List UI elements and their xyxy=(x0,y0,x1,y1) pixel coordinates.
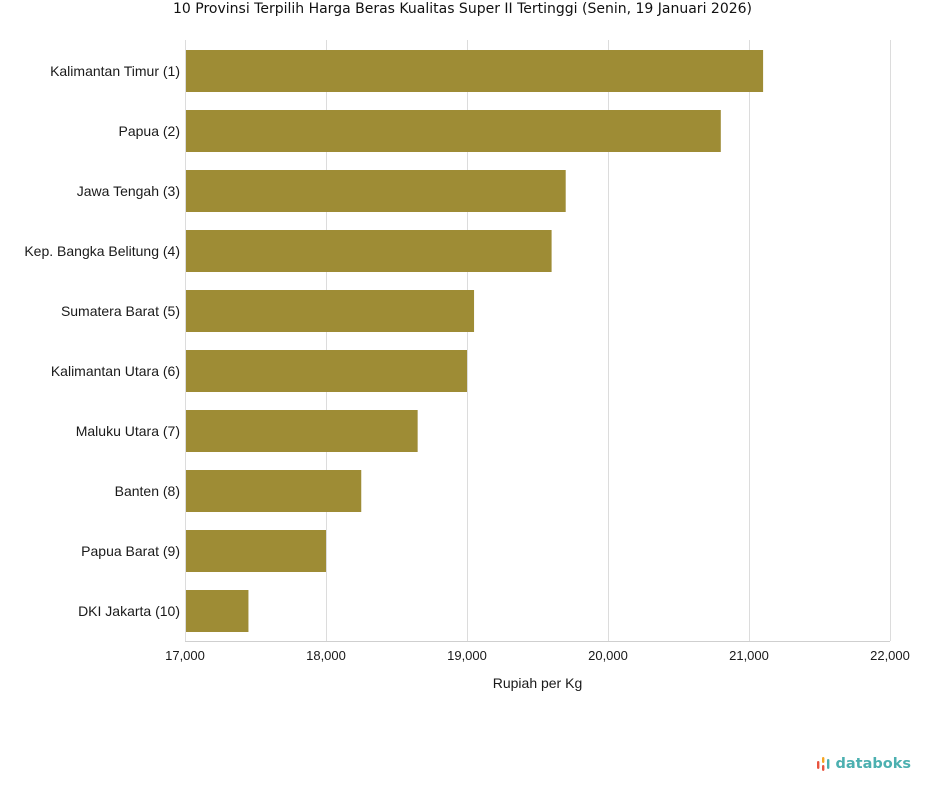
x-tick-label: 22,000 xyxy=(870,648,910,663)
bar xyxy=(186,590,249,632)
x-axis-label: Rupiah per Kg xyxy=(493,675,583,691)
bar xyxy=(186,470,362,512)
bar xyxy=(186,410,418,452)
category-label: DKI Jakarta (10) xyxy=(78,603,180,619)
bar xyxy=(186,230,552,272)
category-label: Banten (8) xyxy=(115,483,180,499)
bar xyxy=(186,530,326,572)
databoks-logo-icon xyxy=(816,757,829,771)
bar xyxy=(186,50,764,92)
category-label: Sumatera Barat (5) xyxy=(61,303,180,319)
x-tick-label: 20,000 xyxy=(588,648,628,663)
category-labels: Kalimantan Timur (1) Papua (2) Jawa Tengah… xyxy=(24,63,180,619)
x-tick-label: 19,000 xyxy=(447,648,487,663)
category-label: Papua (2) xyxy=(119,123,180,139)
databoks-logo: databoks xyxy=(816,756,912,772)
category-label: Kep. Bangka Belitung (4) xyxy=(24,243,180,259)
category-label: Jawa Tengah (3) xyxy=(77,183,180,199)
bar xyxy=(186,170,566,212)
x-tick-labels: 17,000 18,000 19,000 20,000 21,000 22,000 xyxy=(165,648,910,663)
bar xyxy=(186,290,475,332)
x-tick-label: 21,000 xyxy=(729,648,769,663)
category-label: Papua Barat (9) xyxy=(81,543,180,559)
gridlines xyxy=(185,40,891,641)
category-label: Kalimantan Utara (6) xyxy=(51,363,180,379)
bar xyxy=(186,350,467,392)
x-tick-label: 17,000 xyxy=(165,648,205,663)
databoks-logo-text: databoks xyxy=(835,756,912,772)
category-label: Maluku Utara (7) xyxy=(76,423,180,439)
bar xyxy=(186,110,721,152)
bars xyxy=(186,50,764,632)
chart-title: 10 Provinsi Terpilih Harga Beras Kualita… xyxy=(173,1,752,17)
category-label: Kalimantan Timur (1) xyxy=(50,63,180,79)
x-tick-label: 18,000 xyxy=(306,648,346,663)
